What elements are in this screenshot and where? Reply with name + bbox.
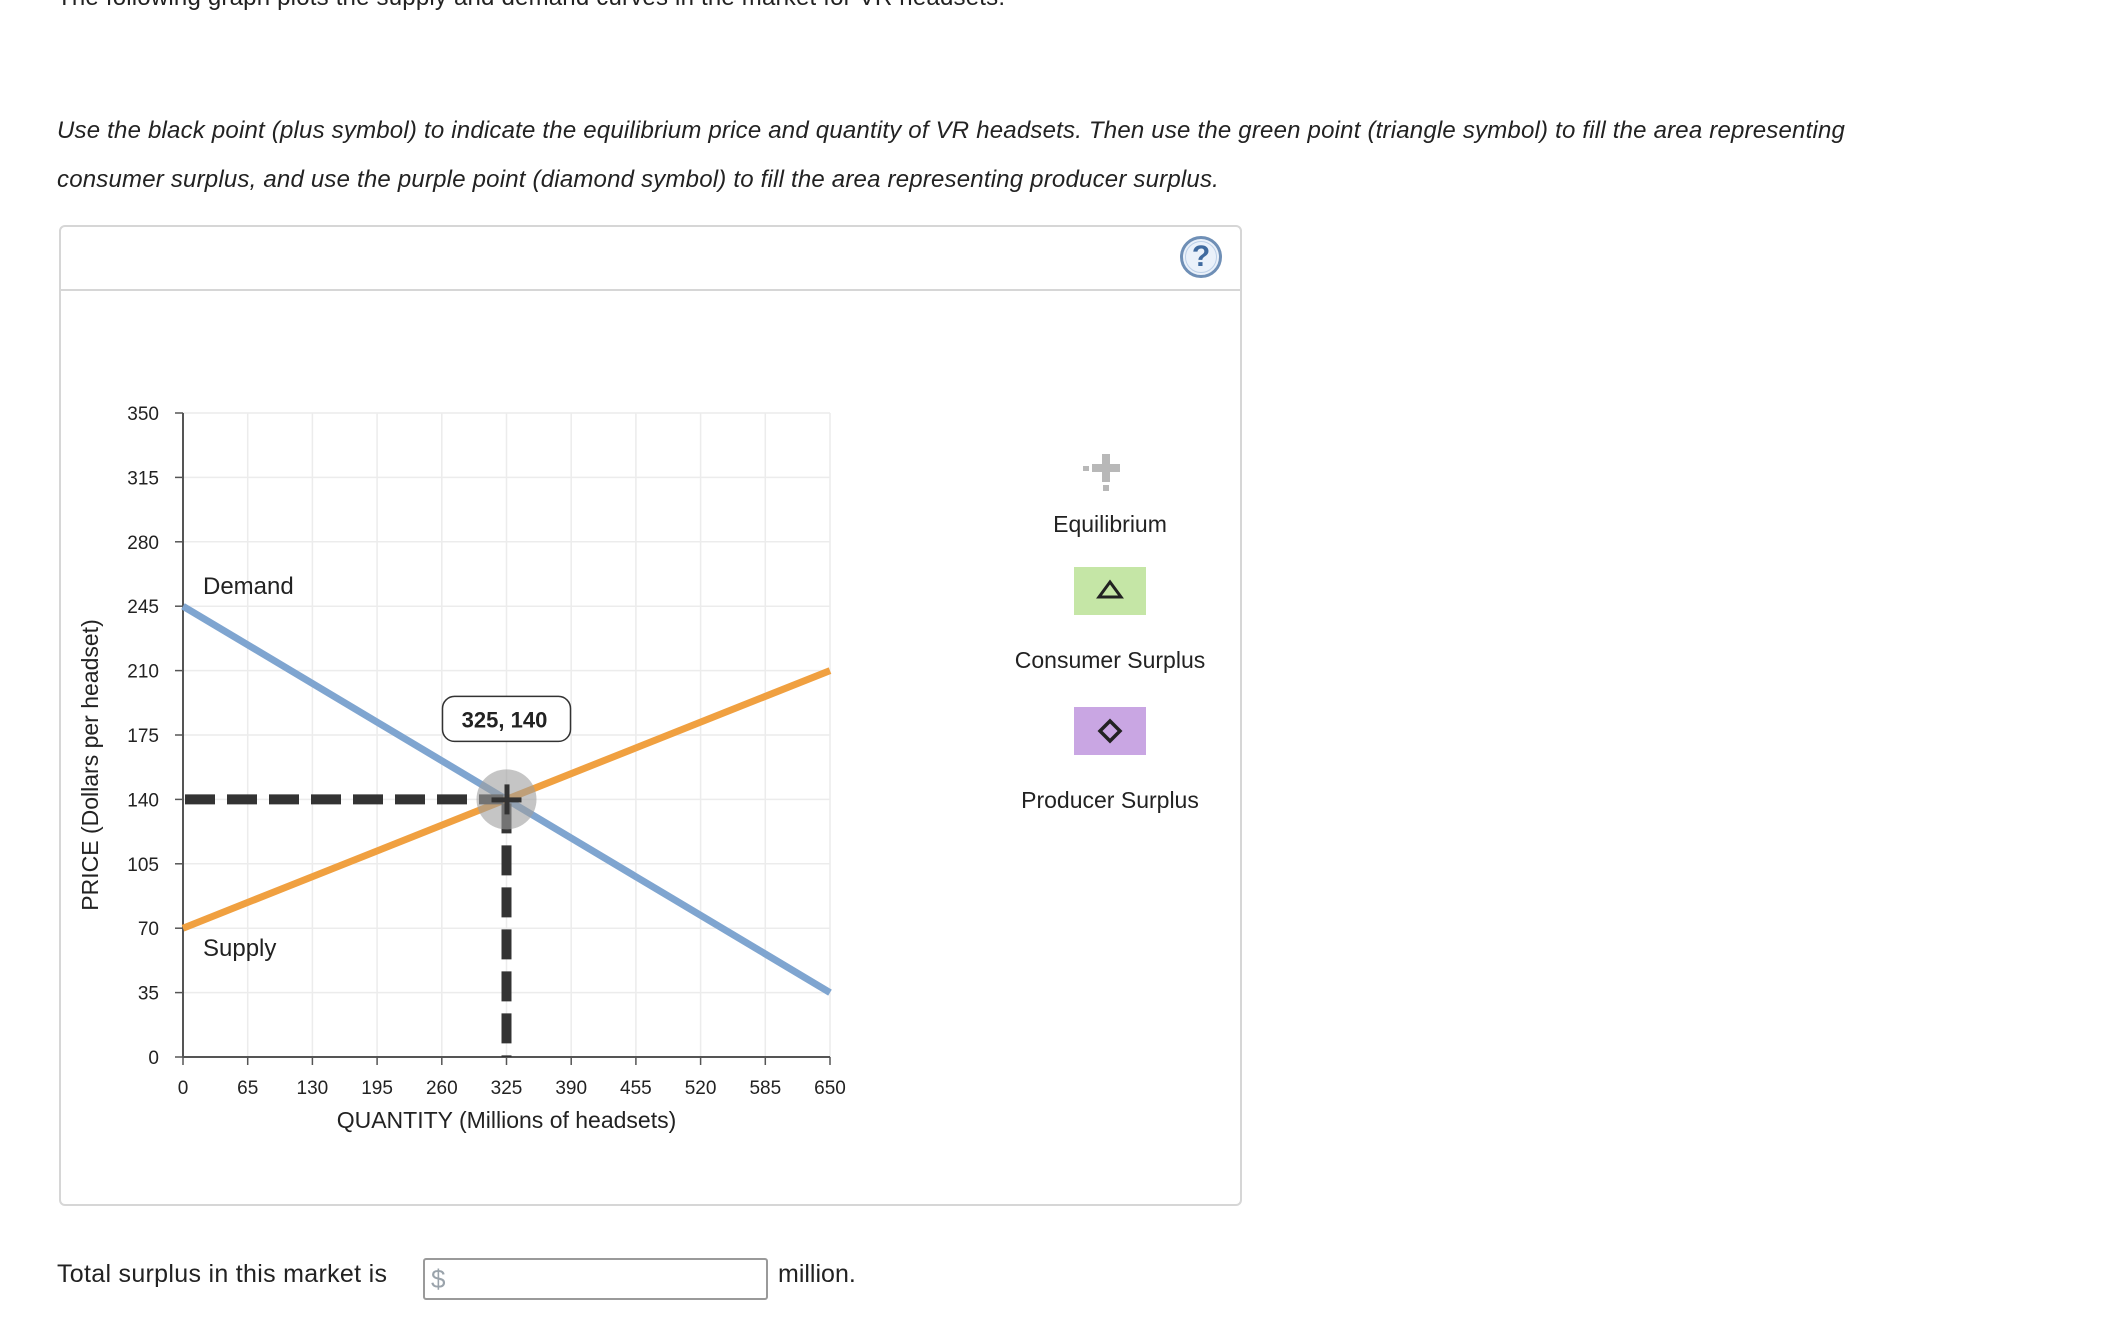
- panel-header: ?: [61, 227, 1240, 291]
- currency-symbol: $: [431, 1264, 446, 1294]
- legend-equilibrium[interactable]: Equilibrium: [980, 434, 1240, 544]
- y-axis-label: PRICE (Dollars per headset): [77, 619, 103, 910]
- x-tick-label: 0: [178, 1078, 189, 1099]
- y-tick-label: 350: [127, 404, 159, 425]
- supply-label: Supply: [203, 935, 276, 962]
- y-tick-label: 210: [127, 662, 159, 683]
- help-icon[interactable]: ?: [1180, 236, 1222, 278]
- help-icon-ring: [1185, 241, 1217, 273]
- total-surplus-input[interactable]: [453, 1262, 765, 1298]
- y-tick-label: 245: [127, 597, 159, 618]
- plus-icon[interactable]: [1080, 440, 1140, 500]
- x-tick-label: 650: [814, 1078, 846, 1099]
- y-tick-label: 175: [127, 726, 159, 747]
- instructions-text: Use the black point (plus symbol) to ind…: [57, 117, 1846, 193]
- answer-prefix: Total surplus in this market is: [57, 1260, 388, 1288]
- equilibrium-tooltip-text: 325, 140: [462, 707, 548, 732]
- x-axis-label: QUANTITY (Millions of headsets): [337, 1107, 677, 1133]
- x-tick-label: 455: [620, 1078, 652, 1099]
- y-tick-label: 0: [148, 1048, 159, 1069]
- answer-suffix: million.: [778, 1260, 856, 1288]
- y-tick-label: 70: [138, 919, 159, 940]
- y-tick-label: 35: [138, 984, 159, 1005]
- y-tick-label: 140: [127, 790, 159, 811]
- y-tick-label: 105: [127, 855, 159, 876]
- equilibrium-tooltip: [441, 695, 572, 743]
- demand-label: Demand: [203, 573, 294, 600]
- y-tick-label: 280: [127, 533, 159, 554]
- x-tick-label: 260: [426, 1078, 458, 1099]
- legend-consumer-surplus[interactable]: Consumer Surplus: [980, 567, 1240, 687]
- intro-text: The following graph plots the supply and…: [57, 0, 1005, 12]
- supply-demand-graph[interactable]: 0 35 70 105 140 175 210 245 280 315 350 0 65 130 195 26…: [61, 227, 1241, 1202]
- x-tick-label: 195: [361, 1078, 393, 1099]
- consumer-surplus-swatch[interactable]: [1074, 567, 1146, 615]
- legend-producer-surplus-label: Producer Surplus: [1021, 787, 1199, 813]
- diamond-icon: [1097, 718, 1123, 744]
- total-surplus-field[interactable]: $: [423, 1258, 768, 1300]
- x-tick-label: 585: [749, 1078, 781, 1099]
- triangle-icon: [1096, 579, 1124, 599]
- x-tick-label: 130: [297, 1078, 329, 1099]
- producer-surplus-swatch[interactable]: [1074, 707, 1146, 755]
- y-tick-label: 315: [127, 468, 159, 489]
- legend-producer-surplus[interactable]: Producer Surplus: [980, 707, 1240, 827]
- x-tick-label: 65: [237, 1078, 258, 1099]
- x-tick-label: 325: [491, 1078, 523, 1099]
- graph-panel: ? 0 35 70 105 140 175 210 245 280 315 350 0 65 130 195…: [59, 225, 1242, 1206]
- legend-equilibrium-label: Equilibrium: [1053, 511, 1167, 537]
- x-tick-label: 390: [555, 1078, 587, 1099]
- legend-consumer-surplus-label: Consumer Surplus: [1014, 647, 1206, 673]
- plus-icon-horizontal: [491, 797, 522, 803]
- x-tick-label: 520: [685, 1078, 717, 1099]
